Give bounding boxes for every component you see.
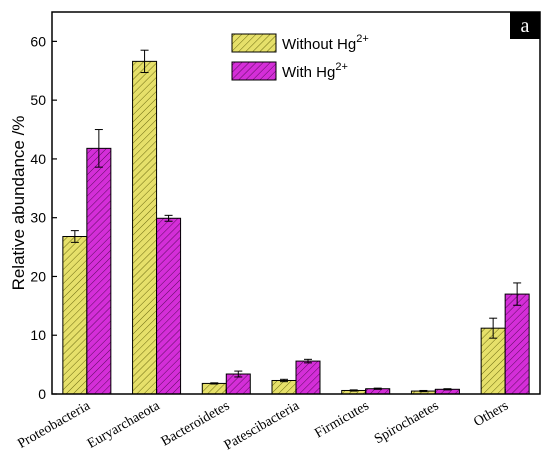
legend: Without Hg2+ With Hg2+	[231, 33, 369, 81]
x-tick-label-others: Others	[471, 398, 511, 430]
error-bar-without-hg-euryarchaeota	[140, 49, 149, 74]
bar-without-hg-patescibacteria	[271, 379, 297, 395]
y-tick-label: 20	[30, 268, 46, 284]
bar-with-hg-others	[504, 293, 530, 395]
y-tick-label: 40	[30, 151, 46, 167]
error-bar-with-hg-patescibacteria	[304, 358, 312, 364]
error-bar-with-hg-proteobacteria	[94, 129, 103, 168]
x-tick-label-proteobacteria: Proteobacteria	[15, 398, 93, 452]
error-bar-with-hg-others	[513, 282, 522, 306]
legend-label-with-hg: With Hg2+	[282, 61, 348, 81]
error-bar-without-hg-firmicutes	[349, 389, 358, 392]
error-bar-without-hg-bacteroidetes	[210, 382, 219, 385]
x-tick-label-firmicutes: Firmicutes	[312, 398, 371, 441]
y-tick-label: 50	[30, 92, 46, 108]
y-tick-label: 30	[30, 210, 46, 226]
error-bar-without-hg-spirochaetes	[419, 389, 428, 393]
y-axis: 0 10 20 30 40 50 60	[30, 33, 57, 402]
error-bar-with-hg-euryarchaeota	[164, 214, 173, 222]
bar-without-hg-euryarchaeota	[132, 60, 158, 395]
error-bar-without-hg-patescibacteria	[280, 378, 288, 383]
error-bar-with-hg-spirochaetes	[443, 388, 452, 391]
error-bar-without-hg-others	[489, 317, 498, 339]
bar-with-hg-proteobacteria	[86, 147, 112, 395]
y-tick-label: 0	[38, 386, 46, 402]
bar-with-hg-euryarchaeota	[156, 217, 182, 395]
legend-label-without-hg: Without Hg2+	[282, 33, 369, 53]
x-tick-label-spirochaetes: Spirochaetes	[372, 398, 441, 447]
legend-sup-with-hg: 2+	[335, 61, 348, 73]
x-tick-label-bacteroidetes: Bacteroidetes	[159, 398, 232, 449]
legend-swatch-without-hg	[231, 33, 277, 53]
y-tick-label: 10	[30, 327, 46, 343]
panel-label-box	[510, 12, 540, 39]
panel-label: a	[521, 15, 530, 37]
bar-without-hg-proteobacteria	[62, 235, 88, 395]
error-bar-with-hg-bacteroidetes	[234, 370, 243, 378]
y-axis-label: Relative abundance /%	[9, 116, 28, 291]
y-tick-label: 60	[30, 33, 46, 49]
x-tick-label-patescibacteria: Patescibacteria	[222, 398, 303, 453]
legend-sup-without-hg: 2+	[356, 33, 369, 45]
bar-with-hg-patescibacteria	[295, 360, 321, 395]
x-axis: ProteobacteriaEuryarchaeotaBacteroidetes…	[15, 389, 511, 453]
error-bar-with-hg-firmicutes	[373, 387, 382, 390]
error-bars-layer	[70, 49, 522, 393]
error-bar-without-hg-proteobacteria	[70, 230, 79, 243]
bar-without-hg-bacteroidetes	[201, 382, 227, 395]
x-tick-label-euryarchaeota: Euryarchaeota	[85, 398, 163, 452]
bars-layer	[62, 60, 530, 395]
legend-swatch-with-hg	[231, 61, 277, 81]
